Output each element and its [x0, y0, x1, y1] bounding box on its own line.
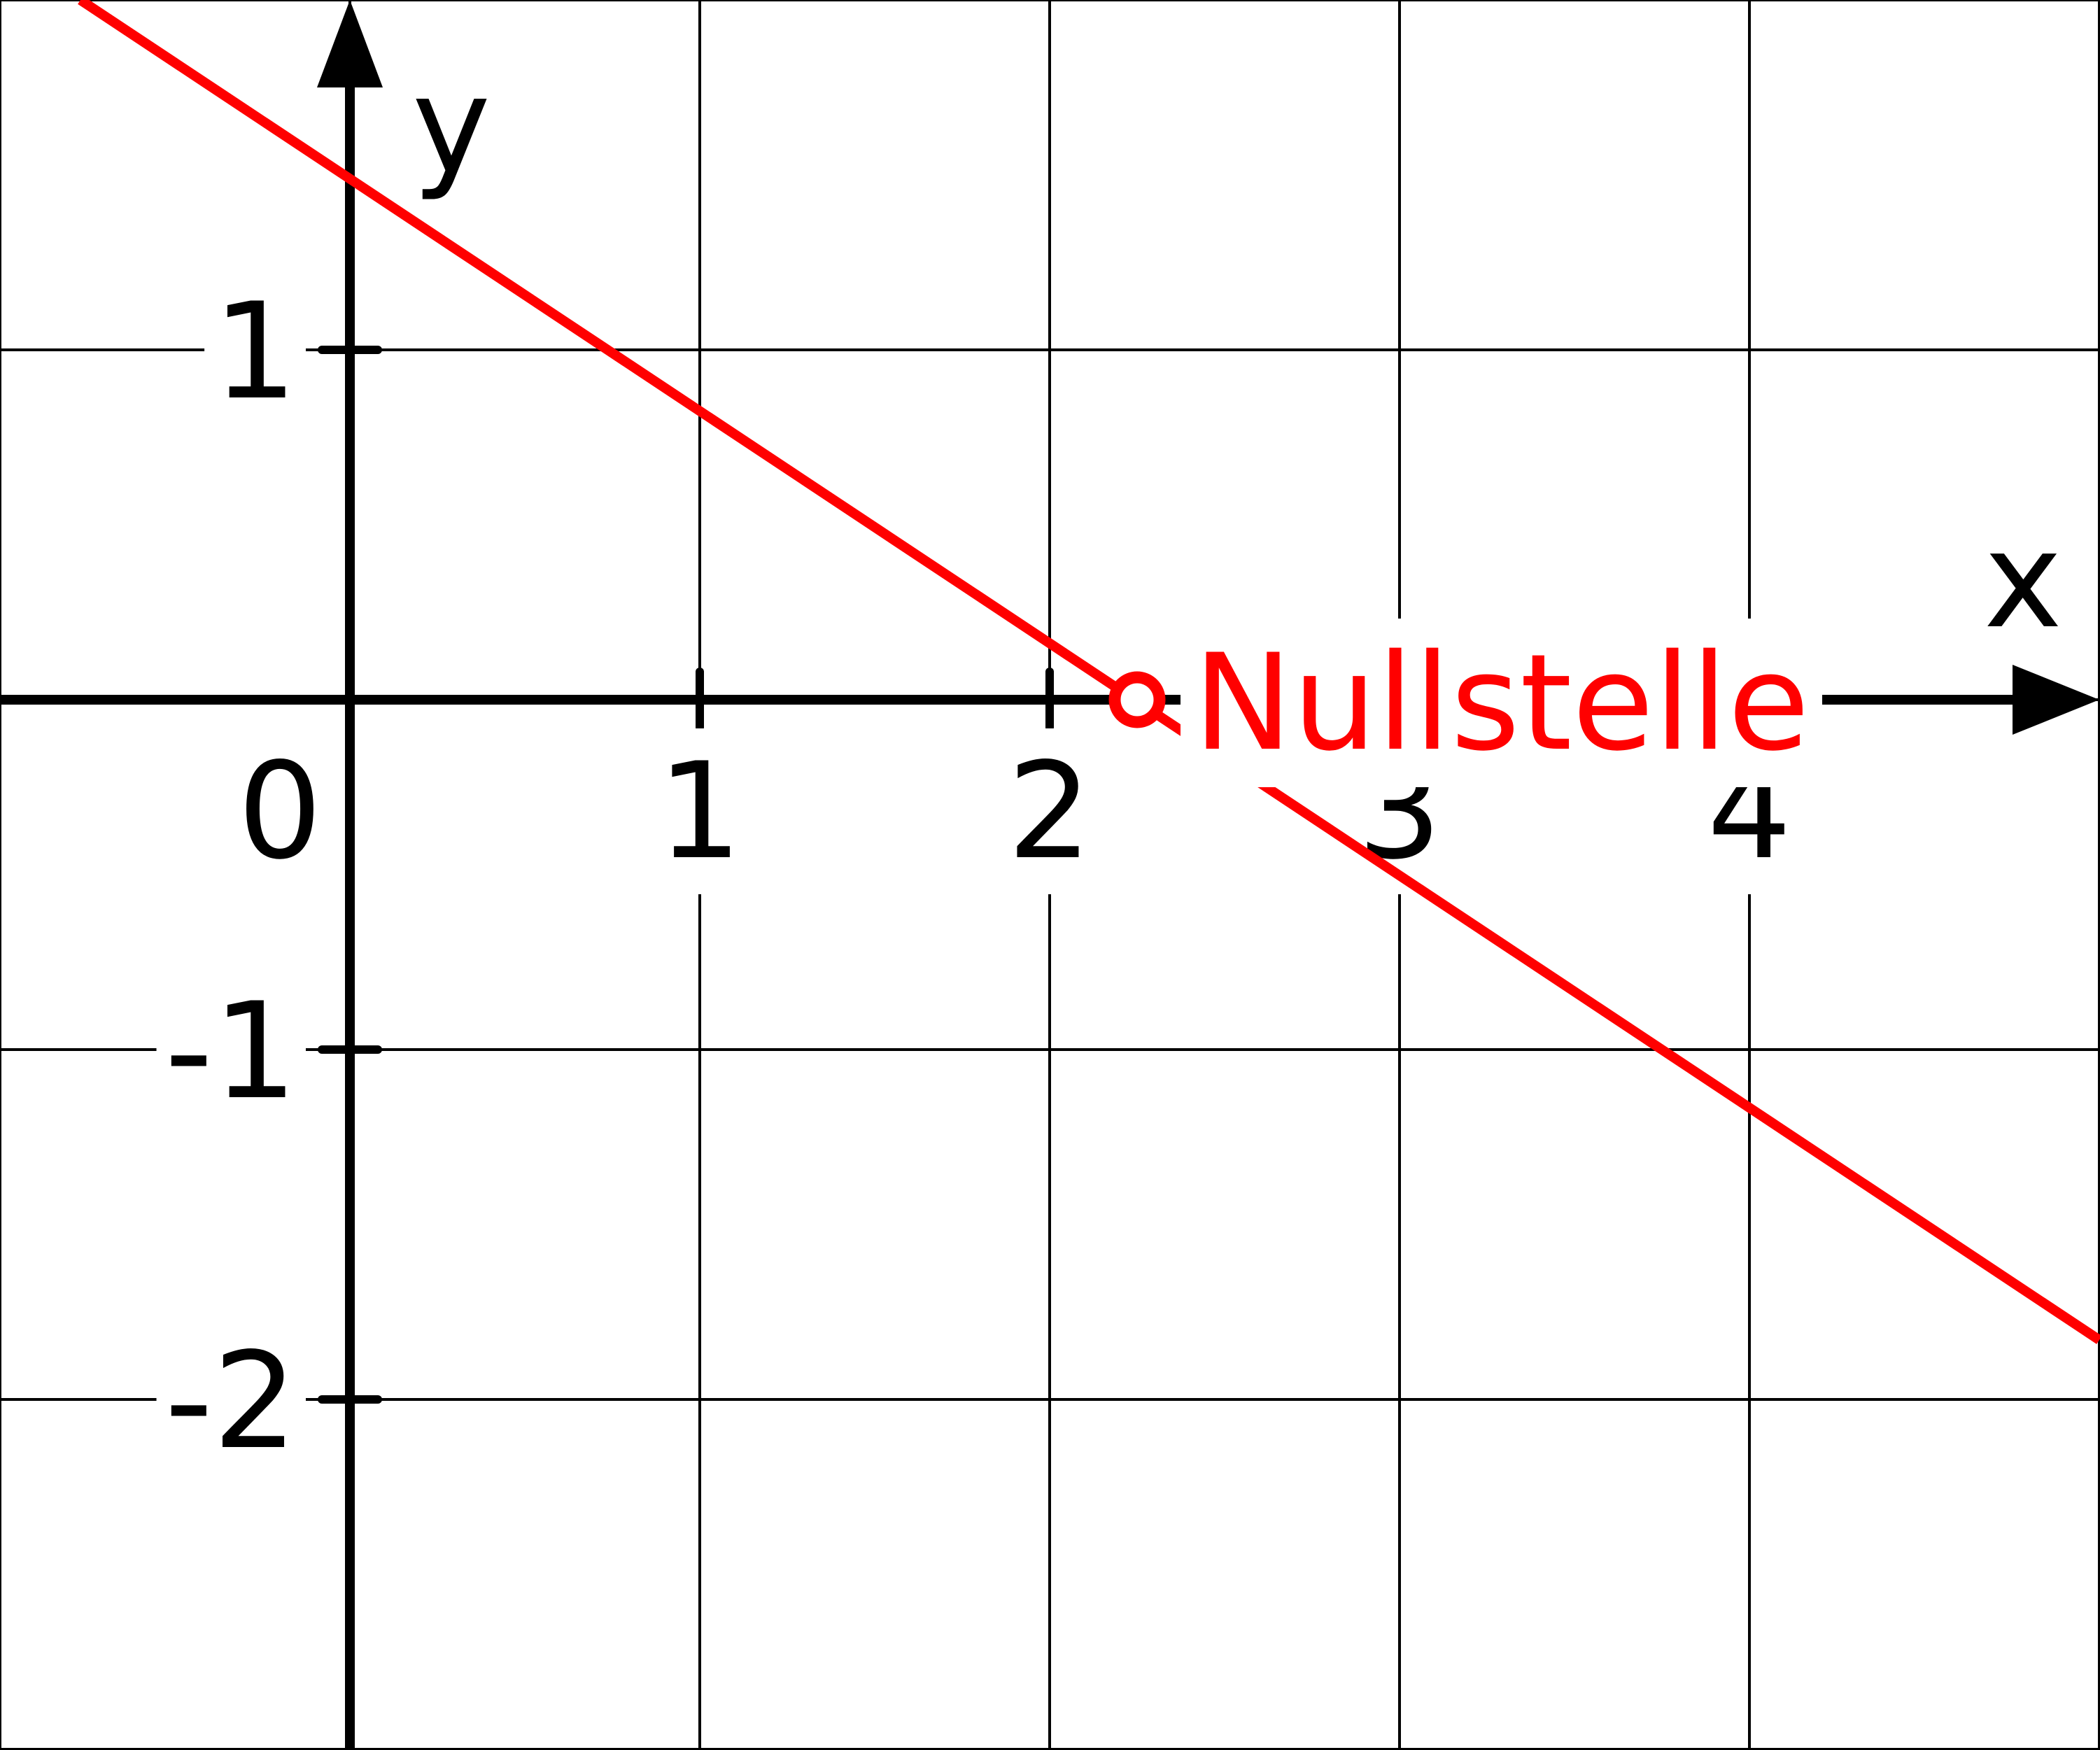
y-tick-label: -2	[165, 1324, 297, 1479]
y-tick-label-background	[204, 269, 306, 435]
nullstelle-label-background	[1181, 619, 1822, 787]
y-axis-label: y	[412, 48, 491, 203]
zero-point-marker	[1108, 671, 1166, 728]
series	[78, 0, 2100, 1344]
x-axis-arrowhead	[2013, 665, 2099, 735]
x-axis-label: x	[1984, 503, 2062, 658]
x-tick-label: 0	[238, 734, 323, 889]
y-tick-label: 1	[213, 274, 297, 429]
y-tick-label-background	[156, 1318, 306, 1484]
x-tick-label-background	[229, 728, 331, 894]
function-line	[78, 0, 2100, 1344]
x-tick-label: 1	[658, 734, 742, 889]
y-tick-label: -1	[165, 974, 297, 1129]
nullstelle-label: Nullstelle	[1193, 626, 1810, 780]
annotations: Nullstelle	[1108, 619, 1822, 787]
tick-labels: 0 1 2 3 41-1-2	[156, 269, 1800, 1484]
y-axis-arrowhead	[317, 0, 383, 87]
x-tick-label-background	[999, 728, 1101, 894]
x-tick-label: 2	[1008, 734, 1092, 889]
x-tick-label-background	[649, 728, 751, 894]
y-tick-label-background	[156, 968, 306, 1134]
